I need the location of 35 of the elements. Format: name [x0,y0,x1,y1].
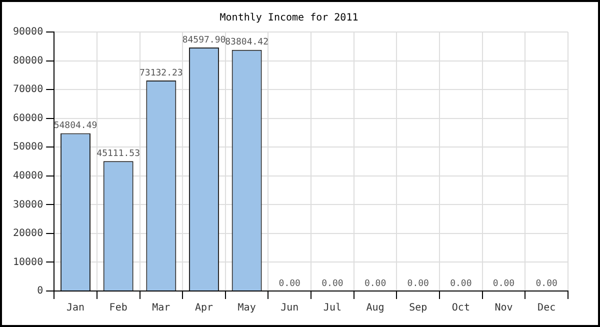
x-tick-label: Feb [109,302,128,314]
x-tick-label: Jun [280,302,299,314]
data-label: 0.00 [536,278,558,289]
x-tick-label: Sep [409,302,428,314]
y-tick-label: 30000 [12,199,44,210]
y-tick-label: 40000 [12,170,44,182]
y-tick-label: 90000 [12,26,44,38]
y-tick-label: 0 [37,286,44,297]
data-label: 84597.90 [182,35,226,46]
x-tick-label: May [238,302,256,314]
y-tick-label: 10000 [12,256,44,268]
x-tick-label: Apr [194,302,214,314]
x-tick-label: Mar [152,302,170,314]
data-label: 54804.49 [54,121,98,132]
y-tick-label: 70000 [12,84,44,96]
x-tick-label: Oct [452,302,470,314]
y-tick-label: 20000 [12,228,44,240]
data-label: 0.00 [450,278,472,289]
data-label: 0.00 [322,278,344,289]
data-label: 73132.23 [139,68,183,78]
x-tick-label: Nov [494,302,513,314]
data-label: 0.00 [407,278,429,289]
x-tick-label: Aug [366,302,384,314]
x-tick-label: Dec [538,302,556,314]
y-tick-label: 80000 [12,55,44,66]
data-label: 0.00 [364,278,386,289]
data-label: 83804.42 [225,38,268,48]
chart-title: Monthly Income for 2011 [220,12,358,24]
data-label: 45111.53 [96,149,140,160]
y-tick-label: 60000 [12,112,44,124]
y-tick-label: 50000 [12,142,44,153]
x-tick-label: Jul [323,302,342,314]
x-tick-label: Jan [66,302,85,314]
data-label: 0.00 [492,278,515,289]
data-label: 0.00 [278,278,300,289]
